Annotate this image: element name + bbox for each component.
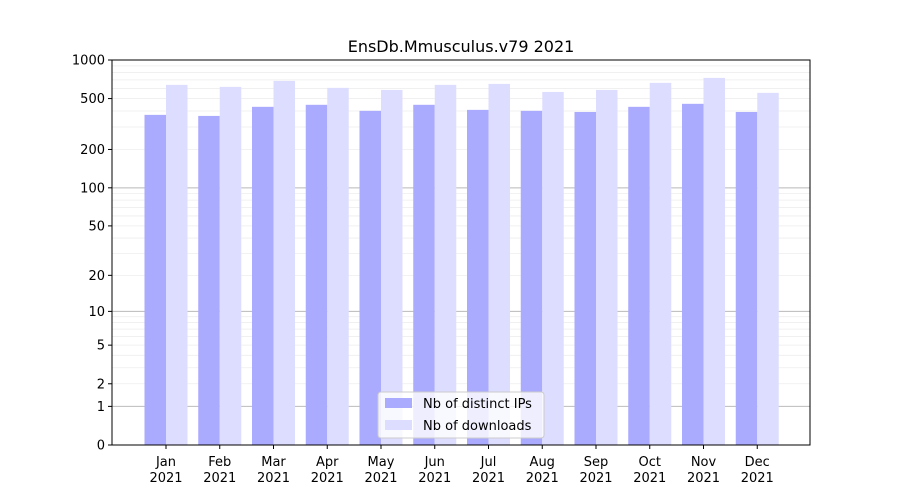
bar-distinct-ips (574, 111, 596, 445)
bar-distinct-ips (252, 106, 274, 445)
x-tick-label: Jun 2021 (418, 455, 451, 486)
bar-downloads (757, 92, 779, 445)
plot-frame (111, 59, 811, 446)
legend-label: Nb of downloads (423, 419, 532, 434)
bar-distinct-ips (682, 103, 704, 445)
bar-distinct-ips (628, 106, 650, 445)
bar-downloads (542, 91, 564, 445)
y-tick-label: 50 (88, 219, 105, 234)
chart-title: EnsDb.Mmusculus.v79 2021 (348, 37, 575, 56)
y-tick-label: 10 (88, 305, 105, 320)
y-tick-label: 2 (97, 377, 105, 392)
x-tick-label: Sep 2021 (579, 455, 612, 486)
bar-distinct-ips (735, 111, 758, 445)
x-tick-label: May 2021 (364, 455, 397, 486)
bar-downloads (219, 86, 242, 445)
bar-downloads (273, 80, 295, 445)
bar-distinct-ips (520, 110, 543, 445)
bar-downloads (488, 83, 510, 445)
bar-distinct-ips (198, 115, 220, 446)
y-tick-label: 100 (80, 181, 105, 196)
y-tick-label: 1 (97, 400, 105, 415)
x-tick-label: Feb 2021 (203, 455, 236, 486)
legend-swatch (385, 398, 412, 408)
bar-downloads (703, 77, 725, 445)
x-tick-label: Jul 2021 (472, 455, 505, 486)
bar-distinct-ips (413, 104, 435, 445)
x-tick-label: Apr 2021 (311, 455, 344, 486)
legend-label: Nb of distinct IPs (423, 397, 532, 412)
bar-distinct-ips (144, 114, 166, 445)
y-tick-label: 500 (80, 92, 105, 107)
x-tick-label: Mar 2021 (257, 455, 290, 486)
bar-downloads (327, 87, 349, 445)
legend-box (377, 391, 545, 439)
x-tick-label: Jan 2021 (149, 455, 182, 486)
bar-downloads (381, 89, 403, 445)
bar-downloads (596, 89, 618, 445)
y-tick-label: 20 (88, 269, 105, 284)
bar-distinct-ips (467, 109, 489, 446)
y-tick-label: 1000 (72, 54, 105, 69)
bar-downloads (649, 82, 672, 446)
bar-downloads (166, 84, 188, 445)
bar-distinct-ips (305, 104, 328, 445)
x-tick-label: Oct 2021 (633, 455, 666, 486)
x-tick-label: Nov 2021 (687, 455, 720, 486)
y-tick-label: 5 (97, 339, 105, 354)
y-tick-label: 0 (97, 439, 105, 454)
bar-downloads (434, 84, 457, 445)
y-tick-label: 200 (80, 143, 105, 158)
x-tick-label: Dec 2021 (741, 455, 774, 486)
legend-swatch (385, 420, 412, 430)
bar-distinct-ips (359, 110, 381, 445)
x-tick-label: Aug 2021 (526, 455, 559, 486)
